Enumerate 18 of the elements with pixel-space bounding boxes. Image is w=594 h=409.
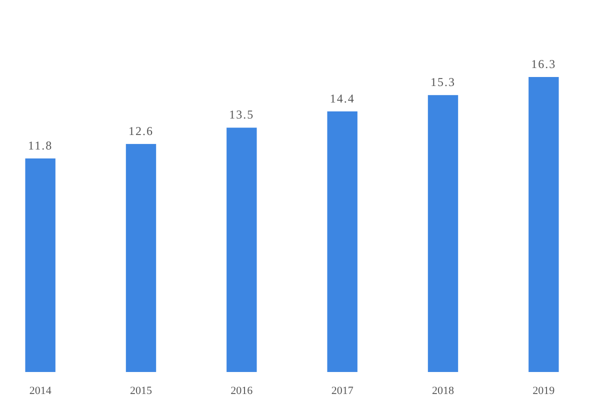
data-label: 12.6 bbox=[128, 124, 154, 138]
bar bbox=[25, 158, 56, 372]
x-tick-label: 2018 bbox=[432, 385, 454, 397]
bar bbox=[528, 77, 559, 372]
bar bbox=[126, 144, 156, 372]
bar bbox=[327, 111, 358, 372]
x-tick-label: 2014 bbox=[29, 385, 52, 397]
data-label: 14.4 bbox=[330, 91, 355, 106]
bar bbox=[428, 95, 458, 372]
x-tick-label: 2015 bbox=[130, 385, 152, 397]
data-label: 13.5 bbox=[229, 108, 254, 122]
data-label: 11.8 bbox=[28, 138, 53, 152]
x-tick-label: 2017 bbox=[331, 385, 354, 397]
x-tick-label: 2016 bbox=[230, 385, 254, 397]
bar bbox=[226, 128, 257, 372]
x-tick-label: 2019 bbox=[532, 385, 556, 397]
data-label: 15.3 bbox=[430, 75, 456, 90]
data-label: 16.3 bbox=[531, 57, 556, 71]
